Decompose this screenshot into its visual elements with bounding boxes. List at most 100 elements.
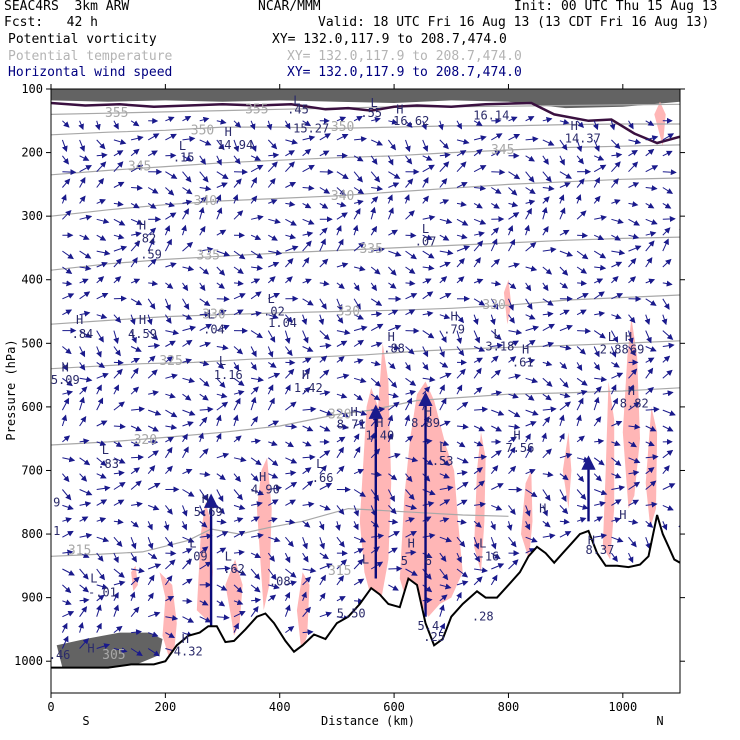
wind-arrow	[319, 369, 330, 379]
pv-high-region	[562, 432, 572, 509]
wind-arrow	[542, 139, 555, 146]
wind-arrow	[336, 171, 349, 180]
wind-arrow	[542, 116, 553, 123]
wind-arrow	[371, 341, 383, 348]
wind-arrow	[182, 265, 195, 272]
wind-arrow	[388, 362, 396, 370]
wind-arrow	[79, 552, 90, 558]
wind-arrow	[388, 377, 398, 388]
wind-arrow	[96, 361, 106, 368]
wind-arrow	[439, 485, 454, 492]
pv-extremum-label: L	[225, 549, 232, 563]
wind-arrow	[113, 120, 119, 130]
forecast-hour-label: Fcst: 42 h	[4, 15, 98, 30]
wind-arrow	[336, 201, 347, 208]
wind-arrow	[216, 282, 225, 289]
pv-extremum-label: .09	[186, 549, 208, 563]
wind-arrow	[473, 576, 483, 586]
theta-label: 350	[191, 123, 214, 138]
wind-arrow	[198, 206, 205, 220]
wind-arrow	[199, 533, 213, 540]
wind-arrow	[371, 311, 383, 318]
wind-arrow	[456, 470, 468, 476]
pv-extremum-label: 1.16	[214, 368, 243, 382]
wind-arrow	[199, 171, 209, 183]
wind-arrow	[576, 155, 584, 165]
wind-arrow	[405, 504, 418, 510]
wind-arrow	[79, 597, 90, 604]
theta-label: 335	[197, 249, 220, 264]
wind-arrow	[285, 536, 294, 548]
y-axis-title: Pressure (hPa)	[4, 339, 18, 440]
pv-extremum-label: H	[302, 368, 309, 382]
pv-extremum-label: .82	[135, 231, 157, 245]
wind-arrow	[662, 409, 676, 416]
wind-arrow	[96, 420, 108, 427]
wind-arrow	[439, 604, 445, 617]
wind-arrow	[199, 266, 210, 275]
wind-arrow	[594, 310, 606, 317]
x-tick-label: 0	[47, 700, 54, 714]
wind-arrow	[62, 293, 75, 300]
y-tick-label: 300	[21, 209, 43, 223]
wind-arrow	[131, 184, 143, 191]
theta-label: 335	[359, 242, 382, 257]
wind-arrow	[506, 521, 513, 531]
wind-arrow	[164, 225, 171, 236]
wind-arrow	[559, 362, 568, 370]
wind-arrow	[199, 311, 211, 318]
pv-extremum-label: H	[87, 641, 94, 655]
wind-arrow	[301, 314, 308, 326]
wind-arrow	[250, 346, 257, 358]
wind-arrow	[182, 314, 193, 320]
wind-arrow	[216, 584, 228, 591]
wind-arrow	[285, 276, 293, 284]
wind-arrow	[250, 605, 259, 617]
theta-label: 340	[331, 189, 354, 204]
wind-arrow	[508, 536, 517, 548]
wind-arrow	[96, 499, 108, 506]
wind-arrow	[593, 177, 600, 188]
wind-arrow	[79, 265, 92, 271]
wind-arrow	[542, 416, 551, 427]
wind-arrow	[62, 169, 77, 176]
wind-arrow	[611, 152, 623, 159]
wind-arrow	[285, 245, 299, 252]
wind-arrow	[576, 178, 585, 188]
wind-arrow	[216, 182, 228, 188]
wind-arrow	[628, 346, 636, 356]
wind-arrow	[645, 406, 660, 413]
wind-arrow	[439, 261, 451, 268]
wind-arrow	[456, 258, 465, 268]
pv-extremum-label: .08	[269, 575, 291, 589]
wind-arrow	[182, 208, 190, 220]
wind-arrow	[96, 568, 105, 581]
wind-arrow	[353, 116, 363, 122]
wind-arrow	[628, 401, 640, 411]
wind-arrow	[628, 368, 638, 379]
wind-arrow	[489, 314, 496, 326]
pv-high-region	[196, 502, 213, 624]
wind-arrow	[165, 559, 176, 570]
pv-extremum-label: .02	[263, 305, 285, 319]
wind-arrow	[233, 266, 244, 274]
wind-arrow	[181, 521, 187, 531]
wind-arrow	[302, 346, 314, 352]
wind-arrow	[113, 384, 119, 395]
wind-arrow	[249, 120, 256, 131]
plot-frame	[50, 88, 681, 694]
wind-arrow	[113, 258, 122, 268]
wind-arrow	[268, 372, 281, 379]
wind-arrow	[182, 578, 193, 586]
wind-arrow	[216, 155, 222, 166]
wind-arrow	[473, 278, 484, 285]
wind-arrow	[267, 552, 275, 562]
x-tick-label: 200	[155, 700, 177, 714]
wind-arrow	[182, 558, 192, 570]
pv-extremum-label: L	[362, 552, 369, 566]
pv-extremum-label: H	[350, 405, 357, 419]
wind-arrow	[473, 367, 482, 379]
wind-arrow	[319, 552, 329, 560]
wind-arrow	[388, 171, 401, 179]
wind-arrow	[302, 185, 315, 191]
